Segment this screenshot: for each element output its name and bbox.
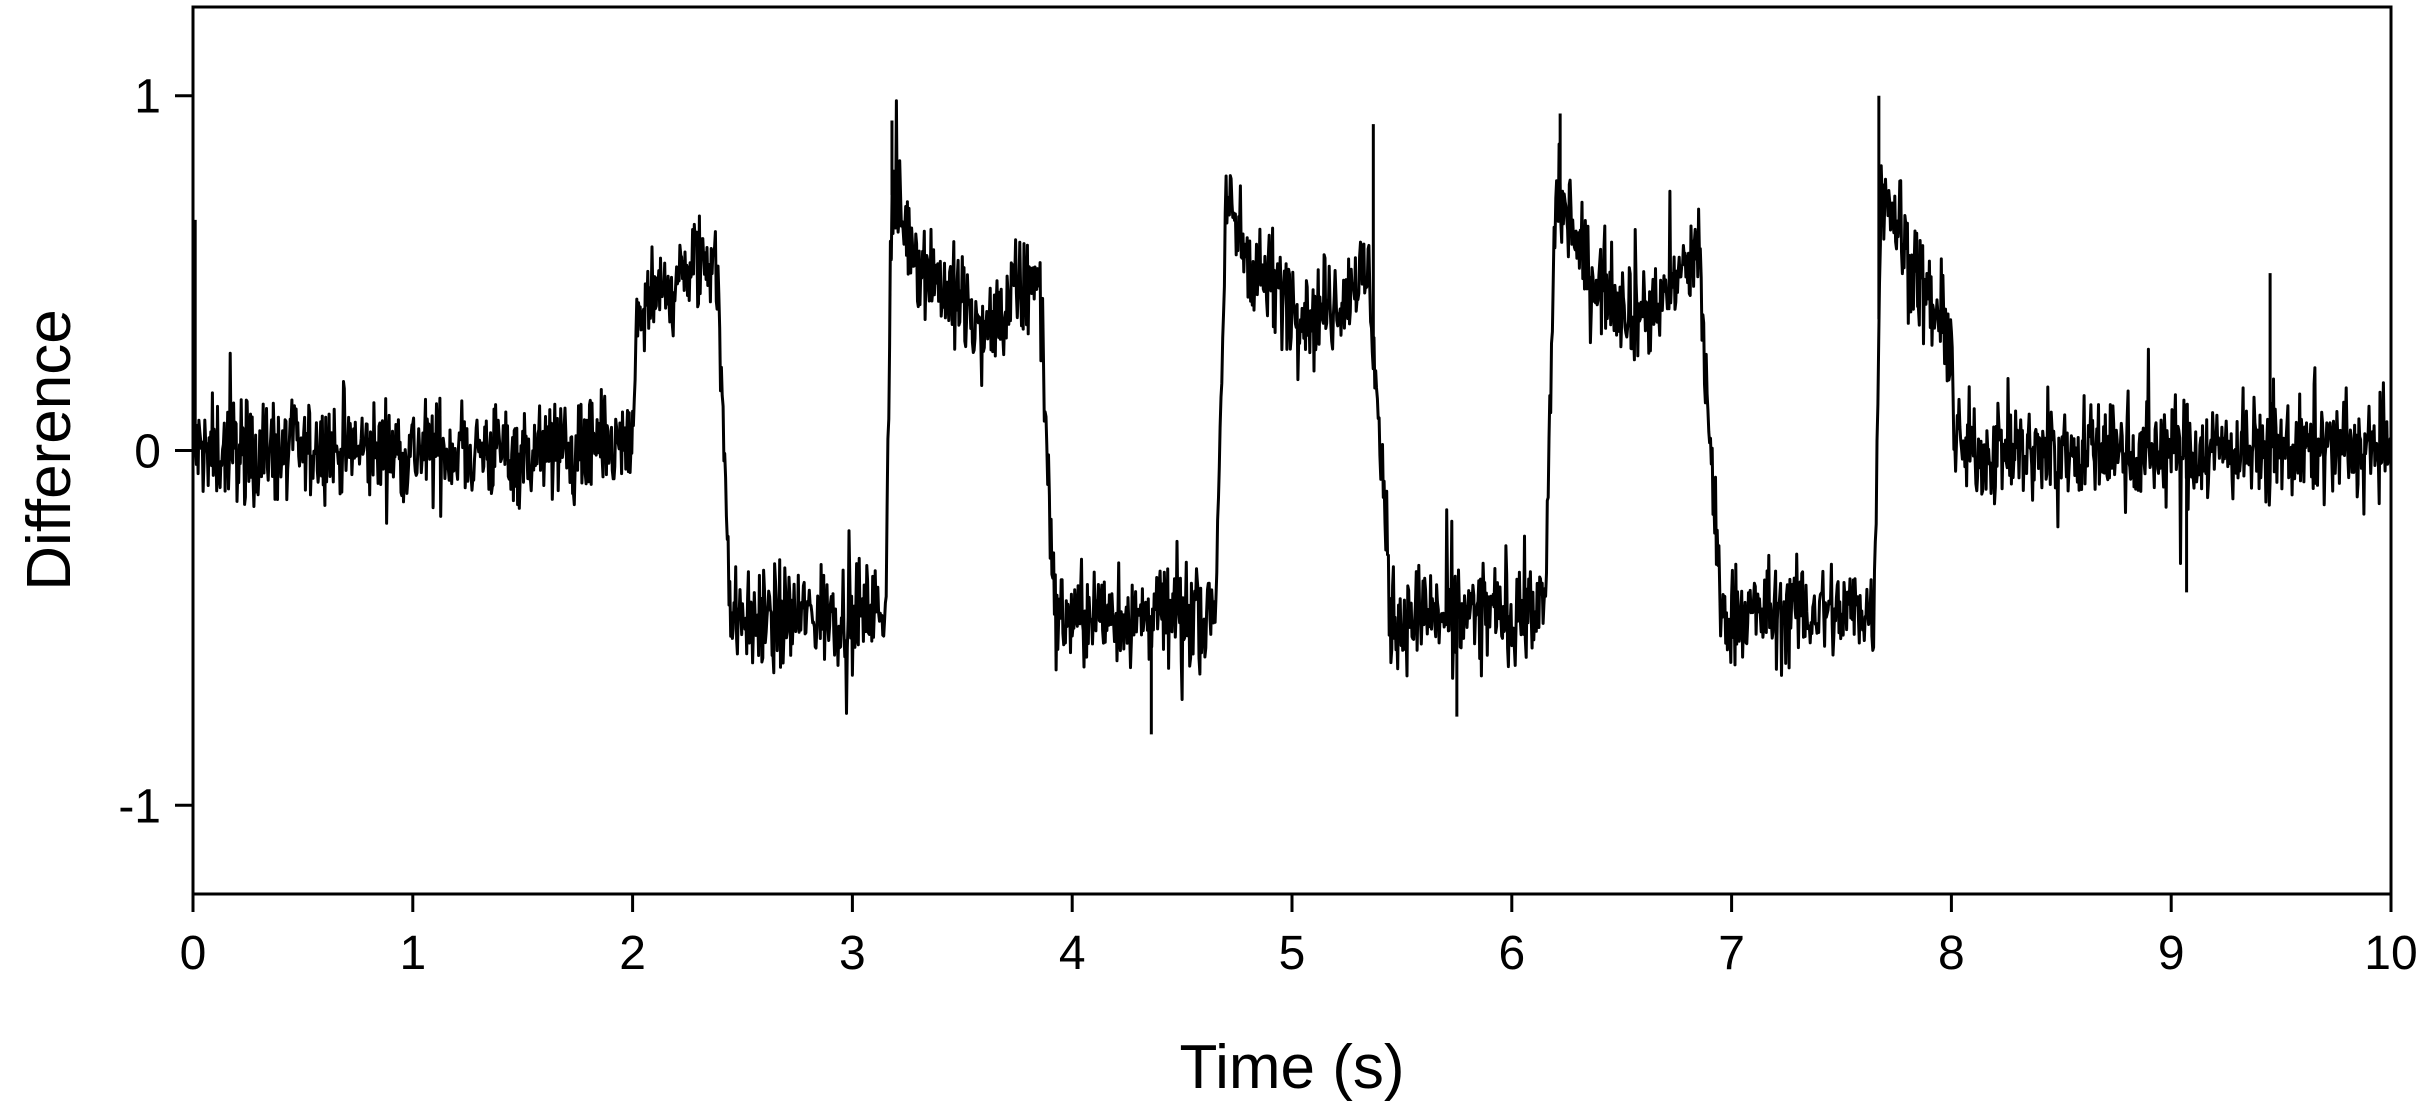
x-axis: 0 1 2 3 4 5 6 7 8 9 10 — [180, 894, 2418, 980]
series-layer — [191, 95, 2393, 735]
x-tick-label: 9 — [2158, 927, 2185, 980]
x-tick-label: 3 — [839, 927, 866, 980]
x-tick-label: 7 — [1718, 927, 1745, 980]
y-tick-label: 1 — [134, 71, 161, 124]
x-tick-label: 8 — [1938, 927, 1965, 980]
y-axis: -1 0 1 — [118, 71, 193, 833]
x-tick-label: 2 — [619, 927, 646, 980]
series-line — [191, 99, 2393, 715]
y-tick-label: -1 — [118, 780, 161, 833]
x-axis-label: Time (s) — [1180, 1033, 1405, 1102]
y-tick-label: 0 — [134, 426, 161, 479]
y-axis-label: Difference — [15, 309, 84, 590]
x-tick-label: 5 — [1279, 927, 1306, 980]
x-tick-label: 1 — [399, 927, 426, 980]
x-tick-label: 4 — [1059, 927, 1086, 980]
x-tick-label: 0 — [180, 927, 207, 980]
x-tick-label: 10 — [2364, 927, 2417, 980]
x-tick-label: 6 — [1498, 927, 1525, 980]
